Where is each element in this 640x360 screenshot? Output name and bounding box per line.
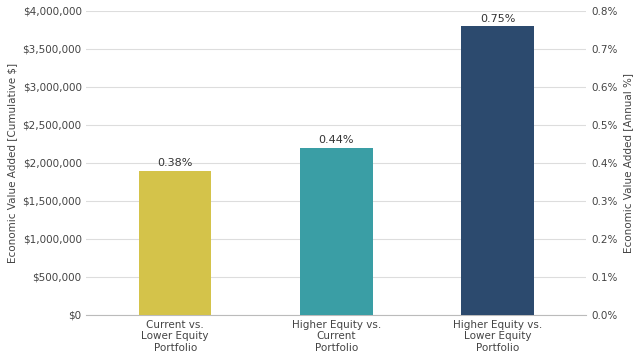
- Bar: [300, 148, 372, 315]
- Y-axis label: Economic Value Added [Cumulative $]: Economic Value Added [Cumulative $]: [7, 63, 17, 263]
- Bar: [461, 26, 534, 315]
- Y-axis label: Economic Value Added [Annual %]: Economic Value Added [Annual %]: [623, 73, 633, 253]
- Text: 0.75%: 0.75%: [480, 14, 515, 24]
- Text: 0.44%: 0.44%: [319, 135, 354, 145]
- Text: 0.38%: 0.38%: [157, 158, 193, 168]
- Bar: [139, 171, 211, 315]
